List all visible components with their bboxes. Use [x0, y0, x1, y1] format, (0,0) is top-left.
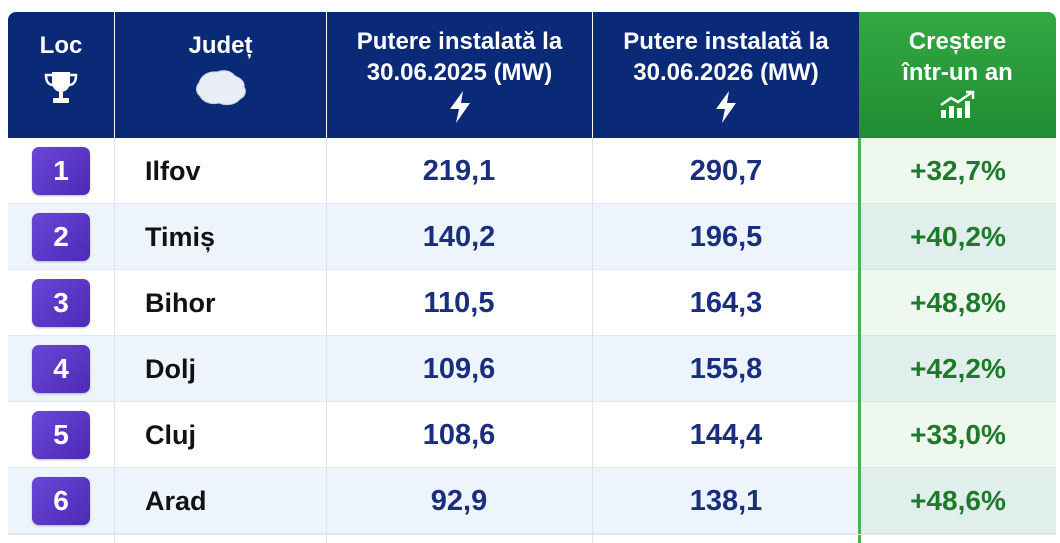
romania-map-icon: [195, 70, 246, 106]
rank-badge: 6: [32, 477, 90, 525]
table-row: 6 Arad 92,9 138,1 +48,6%: [8, 468, 1056, 534]
header-growth: Creștere într-un an: [859, 12, 1056, 138]
growth-value: +42,2%: [860, 336, 1056, 402]
lightning-icon: [716, 91, 736, 123]
power-2025: 108,6: [422, 418, 496, 451]
power-2026: 144,4: [689, 418, 763, 451]
growth-value: +33,0%: [860, 402, 1056, 468]
table-row-cutoff: [8, 534, 1056, 543]
header-col-2026: Putere instalată la 30.06.2026 (MW): [593, 12, 859, 138]
growth-chart-icon: [939, 90, 974, 118]
power-2026: 164,3: [689, 286, 763, 319]
growth-value: +40,2%: [860, 204, 1056, 270]
county-name: Timiș: [145, 221, 216, 252]
table-row: 4 Dolj 109,6 155,8 +42,2%: [8, 336, 1056, 402]
county-name: Cluj: [145, 419, 196, 450]
power-2026: 196,5: [689, 220, 763, 253]
power-2025: 92,9: [430, 484, 488, 517]
county-name: Dolj: [145, 353, 196, 384]
power-2026: 290,7: [689, 154, 763, 187]
lightning-icon: [449, 91, 470, 123]
header-judet-label: Județ: [188, 32, 253, 59]
county-name: Ilfov: [145, 155, 201, 186]
header-col-2025-label: Putere instalată la 30.06.2025 (MW): [356, 28, 563, 86]
table-header: Loc Județ Putere instalată la 30.06.2025…: [8, 12, 1056, 138]
rank-badge: 1: [32, 147, 90, 195]
header-loc-label: Loc: [39, 32, 83, 59]
table-row: 5 Cluj 108,6 144,4 +33,0%: [8, 402, 1056, 468]
county-name: Bihor: [145, 287, 216, 318]
growth-value: +48,6%: [860, 468, 1056, 534]
rank-badge: 5: [32, 411, 90, 459]
power-2026: 138,1: [689, 484, 763, 517]
table-row: 2 Timiș 140,2 196,5 +40,2%: [8, 204, 1056, 270]
header-growth-label: Creștere într-un an: [902, 28, 1013, 86]
table-row: 1 Ilfov 219,1 290,7 +32,7%: [8, 138, 1056, 204]
header-col-2026-label: Putere instalată la 30.06.2026 (MW): [623, 28, 829, 86]
power-2025: 219,1: [422, 154, 496, 187]
rank-badge: 4: [32, 345, 90, 393]
header-loc: Loc: [8, 12, 114, 138]
rank-badge: 2: [32, 213, 90, 261]
growth-value: +48,8%: [860, 270, 1056, 336]
header-col-2025: Putere instalată la 30.06.2025 (MW): [327, 12, 592, 138]
power-2025: 110,5: [423, 286, 495, 319]
county-ranking-table: Loc Județ Putere instalată la 30.06.2025…: [8, 12, 1056, 543]
table-row: 3 Bihor 110,5 164,3 +48,8%: [8, 270, 1056, 336]
header-judet: Județ: [115, 12, 326, 138]
county-name: Arad: [145, 485, 207, 516]
power-2026: 155,8: [689, 352, 763, 385]
growth-value: +32,7%: [860, 138, 1056, 204]
power-2025: 109,6: [422, 352, 496, 385]
trophy-icon: [44, 72, 78, 103]
rank-badge: 3: [32, 279, 90, 327]
power-2025: 140,2: [422, 220, 496, 253]
